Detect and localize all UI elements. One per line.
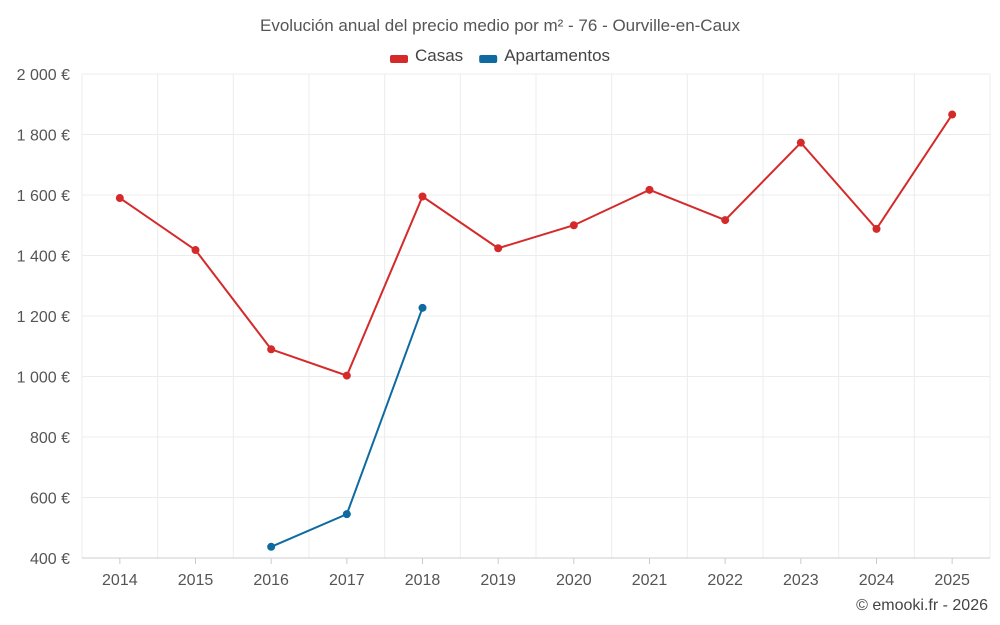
- data-point-casas: [342, 371, 351, 380]
- y-tick-label: 400 €: [30, 551, 70, 568]
- data-point-casas: [721, 216, 730, 225]
- credit-text: © emooki.fr - 2026: [856, 597, 988, 614]
- y-tick-label: 1 800 €: [17, 128, 70, 145]
- data-point-casas: [872, 224, 881, 233]
- legend-swatch: [390, 55, 408, 63]
- x-tick-label: 2014: [102, 572, 138, 589]
- legend-item-casas: Casas: [390, 46, 463, 65]
- x-tick-label: 2019: [480, 572, 516, 589]
- x-tick-label: 2025: [934, 572, 970, 589]
- data-point-casas: [267, 345, 276, 354]
- x-tick-label: 2021: [632, 572, 668, 589]
- series-layer: [115, 110, 957, 551]
- legend-label: Casas: [415, 46, 463, 65]
- legend: Casas Apartamentos: [390, 46, 610, 65]
- chart-title: Evolución anual del precio medio por m² …: [260, 16, 740, 35]
- y-tick-label: 1 000 €: [17, 370, 70, 387]
- x-tick-label: 2018: [405, 572, 441, 589]
- data-point-casas: [948, 110, 957, 119]
- data-point-casas: [796, 138, 805, 147]
- x-tick-label: 2020: [556, 572, 592, 589]
- data-point-casas: [418, 192, 427, 201]
- data-point-casas: [569, 221, 578, 230]
- y-tick-label: 600 €: [30, 491, 70, 508]
- legend-swatch: [479, 55, 498, 63]
- series-line-casas: [119, 113, 954, 377]
- x-tick-label: 2015: [178, 572, 214, 589]
- y-tick-label: 2 000 €: [17, 67, 70, 84]
- y-tick-label: 1 600 €: [17, 188, 70, 205]
- data-point-casas: [191, 246, 200, 255]
- x-tick-label: 2023: [783, 572, 819, 589]
- legend-label: Apartamentos: [504, 46, 610, 65]
- data-point-casas: [645, 185, 654, 194]
- x-tick-label: 2024: [859, 572, 895, 589]
- y-tick-label: 1 400 €: [17, 249, 70, 266]
- x-tick-label: 2017: [329, 572, 365, 589]
- x-tick-label: 2016: [253, 572, 289, 589]
- y-tick-label: 1 200 €: [17, 309, 70, 326]
- data-point-apartamentos: [418, 303, 427, 312]
- data-point-apartamentos: [342, 510, 351, 519]
- grid: [81, 73, 991, 558]
- y-tick-label: 800 €: [30, 430, 70, 447]
- legend-item-apartamentos: Apartamentos: [479, 46, 610, 65]
- data-point-casas: [494, 244, 503, 253]
- x-tick-label: 2022: [707, 572, 743, 589]
- axes: 400 € 600 € 800 € 1 000 € 1 200 € 1 400 € 1 60…: [17, 67, 990, 589]
- data-point-apartamentos: [267, 542, 276, 551]
- data-point-casas: [115, 194, 124, 203]
